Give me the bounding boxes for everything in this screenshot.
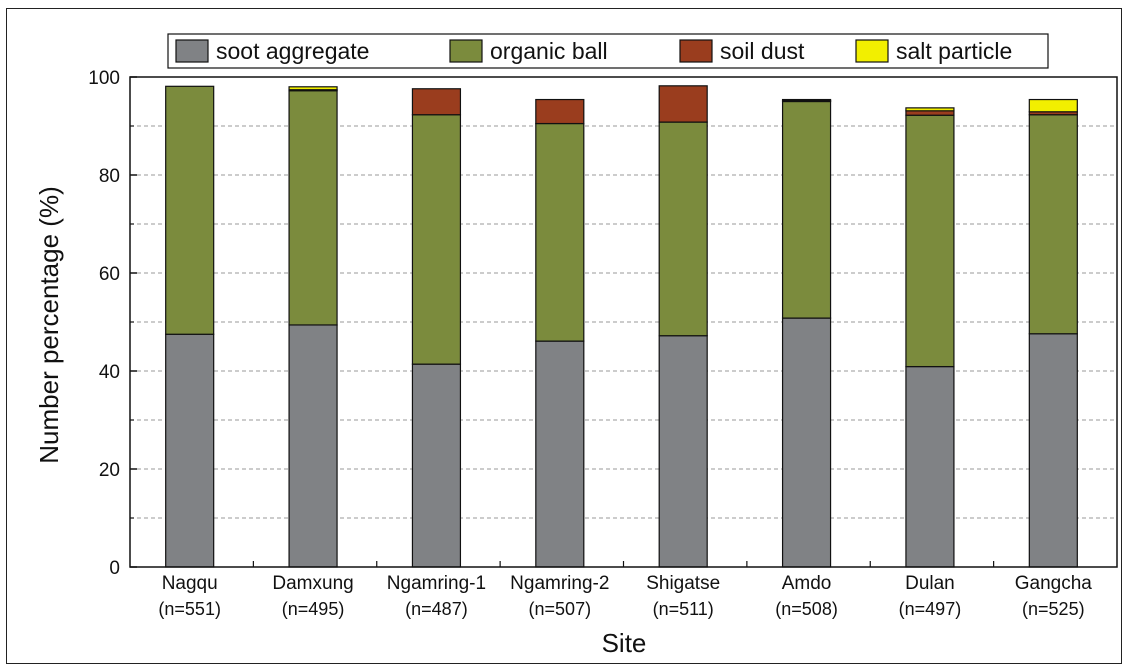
bar-segment-soot-aggregate bbox=[658, 335, 708, 568]
y-tick-label: 20 bbox=[99, 460, 120, 481]
bar-segment-salt-particle bbox=[1028, 98, 1078, 113]
bar-segment-organic-ball bbox=[411, 114, 462, 365]
bar-segment-organic-ball bbox=[165, 85, 215, 335]
category-label: Gangcha bbox=[1015, 573, 1093, 594]
category-label: Amdo bbox=[782, 573, 832, 594]
bar-segment-soot-aggregate bbox=[905, 365, 955, 568]
y-tick-label: 60 bbox=[99, 264, 120, 285]
x-axis-title: Site bbox=[602, 628, 647, 658]
legend-swatch bbox=[855, 39, 889, 63]
bar-segment-organic-ball bbox=[781, 100, 832, 319]
bar-segment-organic-ball bbox=[658, 121, 708, 337]
category-label: Ngamring-2 bbox=[510, 573, 609, 594]
sample-size-label: (n=508) bbox=[775, 599, 838, 619]
y-axis-title: Number percentage (%) bbox=[34, 186, 64, 463]
bar-segment-organic-ball bbox=[1028, 114, 1078, 335]
bar-segment-soot-aggregate bbox=[1028, 333, 1078, 568]
bar-segment-salt-particle bbox=[288, 86, 338, 91]
sample-size-label: (n=495) bbox=[282, 599, 345, 619]
bar-segment-organic-ball bbox=[288, 90, 338, 326]
bar-segment-soot-aggregate bbox=[781, 317, 832, 568]
category-label: Nagqu bbox=[162, 573, 218, 594]
sample-size-label: (n=525) bbox=[1022, 599, 1085, 619]
grid-lines bbox=[130, 125, 1117, 519]
bar-segment-soot-aggregate bbox=[288, 324, 338, 568]
legend-swatch bbox=[679, 39, 713, 63]
sample-size-label: (n=507) bbox=[529, 599, 592, 619]
sample-size-label: (n=497) bbox=[899, 599, 962, 619]
sample-size-label: (n=511) bbox=[653, 599, 714, 619]
legend-label: soot aggregate bbox=[216, 38, 369, 64]
x-tick-labels: Nagqu (n=551) Damxung (n=495) Ngamring-1 (n=4… bbox=[158, 573, 1092, 619]
legend-label: organic ball bbox=[490, 38, 608, 64]
legend-box bbox=[167, 33, 1049, 69]
category-label: Ngamring-1 bbox=[387, 573, 486, 594]
bar-segment-salt-particle bbox=[905, 107, 955, 112]
bar-segment-soil-dust bbox=[905, 110, 955, 116]
bar-segment-salt-particle bbox=[781, 98, 832, 102]
legend-swatch bbox=[175, 39, 209, 63]
legend-label: salt particle bbox=[896, 38, 1012, 64]
sample-size-label: (n=487) bbox=[405, 599, 468, 619]
y-tick-labels: 0 20 40 60 80 100 bbox=[88, 68, 120, 579]
bars bbox=[165, 85, 1078, 568]
category-label: Shigatse bbox=[646, 573, 720, 594]
category-label: Damxung bbox=[272, 573, 353, 594]
legend-label: soil dust bbox=[720, 38, 805, 64]
y-tick-label: 40 bbox=[99, 362, 120, 383]
sample-size-label: (n=551) bbox=[158, 599, 221, 619]
bar-segment-soot-aggregate bbox=[165, 333, 215, 568]
bar-segment-soil-dust bbox=[658, 85, 708, 123]
bar-segment-soil-dust bbox=[411, 88, 462, 116]
bar-segment-soot-aggregate bbox=[535, 340, 585, 568]
axes bbox=[129, 76, 1118, 568]
category-label: Dulan bbox=[905, 573, 955, 594]
bar-segment-soil-dust bbox=[535, 98, 585, 125]
legend-swatch bbox=[449, 39, 483, 63]
bar-segment-organic-ball bbox=[905, 114, 955, 368]
bar-segment-organic-ball bbox=[535, 122, 585, 342]
legend: soot aggregate organic ball soil dust salt … bbox=[167, 33, 1049, 69]
y-tick-label: 100 bbox=[88, 68, 120, 89]
y-tick-label: 0 bbox=[109, 558, 120, 579]
bar-segment-soot-aggregate bbox=[411, 363, 462, 568]
y-tick-label: 80 bbox=[99, 166, 120, 187]
